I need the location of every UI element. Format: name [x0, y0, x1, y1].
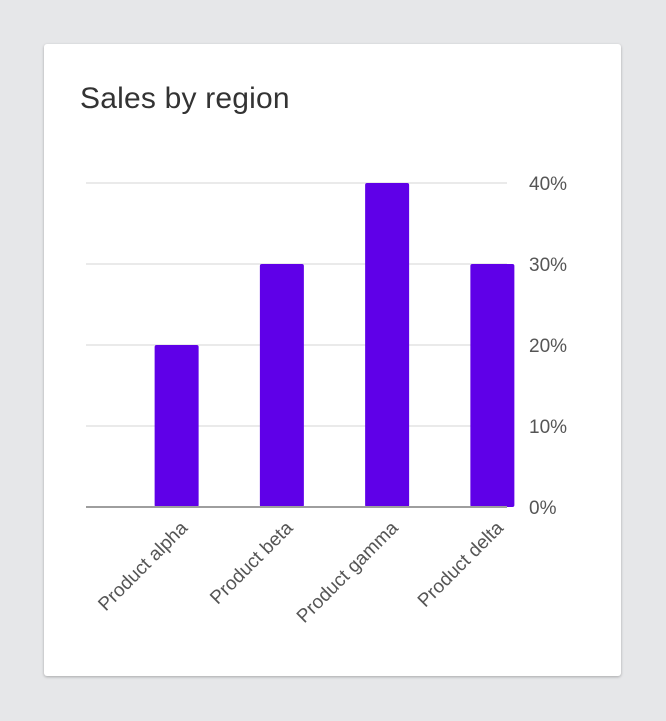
bar-chart: 0% 10% 20% 30% 40% Product alpha Product beta…: [86, 174, 567, 627]
x-category-label: Product beta: [206, 517, 297, 608]
bar-product-gamma[interactable]: [365, 183, 410, 507]
bars: [154, 183, 515, 507]
chart-card: Sales by region 0% 10% 20% 30% 40% Product a…: [44, 44, 621, 676]
x-category-label: Product delta: [414, 517, 508, 611]
y-tick-label: 30%: [529, 255, 567, 276]
x-category-label: Product alpha: [94, 517, 192, 615]
y-tick-label: 10%: [529, 417, 567, 438]
y-tick-label: 0%: [529, 498, 557, 519]
y-tick-labels: 0% 10% 20% 30% 40%: [529, 174, 567, 519]
x-category-label: Product gamma: [293, 517, 403, 627]
bar-product-beta[interactable]: [259, 264, 304, 507]
y-tick-label: 20%: [529, 336, 567, 357]
y-tick-label: 40%: [529, 174, 567, 195]
bar-product-alpha[interactable]: [154, 345, 199, 507]
bar-product-delta[interactable]: [470, 264, 515, 507]
chart-title: Sales by region: [80, 82, 290, 115]
